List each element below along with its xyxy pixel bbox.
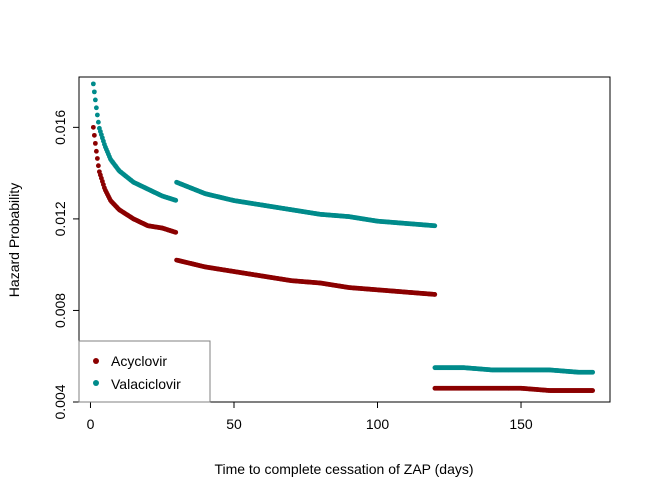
data-layer xyxy=(90,81,596,393)
point-acyclovir xyxy=(95,163,101,169)
y-tick-label: 0.008 xyxy=(52,293,68,328)
plot-box xyxy=(78,76,611,403)
point-valaciclovir xyxy=(91,89,97,95)
legend-marker-valaciclovir xyxy=(93,380,99,386)
point-acyclovir xyxy=(92,140,98,146)
x-axis-title: Time to complete cessation of ZAP (days) xyxy=(214,461,473,477)
x-tick-label: 0 xyxy=(87,416,95,432)
point-acyclovir xyxy=(173,229,179,235)
point-valaciclovir xyxy=(92,97,98,103)
y-axis-title: Hazard Probability xyxy=(6,183,22,297)
y-tick-label: 0.004 xyxy=(52,384,68,419)
point-valaciclovir xyxy=(173,197,179,203)
point-acyclovir xyxy=(91,132,97,138)
point-valaciclovir xyxy=(90,81,96,87)
legend-label-acyclovir: Acyclovir xyxy=(111,353,167,369)
legend-marker-acyclovir xyxy=(93,358,99,364)
y-axis: 0.004 0.008 0.012 0.016 xyxy=(52,110,79,420)
legend: Acyclovir Valaciclovir xyxy=(78,340,211,403)
y-tick-label: 0.012 xyxy=(52,201,68,236)
x-tick-label: 50 xyxy=(226,416,242,432)
x-tick-label: 150 xyxy=(509,416,533,432)
point-valaciclovir xyxy=(93,105,99,111)
point-valaciclovir xyxy=(590,369,596,375)
point-acyclovir xyxy=(94,156,100,161)
legend-label-valaciclovir: Valaciclovir xyxy=(111,376,181,392)
x-tick-label: 100 xyxy=(366,416,390,432)
legend-box xyxy=(78,340,211,403)
point-valaciclovir xyxy=(432,223,438,229)
y-tick-label: 0.016 xyxy=(52,110,68,145)
x-axis: 0 50 100 150 xyxy=(87,402,533,432)
point-acyclovir xyxy=(90,124,96,130)
point-acyclovir xyxy=(432,292,438,297)
point-acyclovir xyxy=(93,148,99,154)
point-valaciclovir xyxy=(95,119,101,125)
point-acyclovir xyxy=(590,388,596,393)
point-valaciclovir xyxy=(94,112,100,118)
